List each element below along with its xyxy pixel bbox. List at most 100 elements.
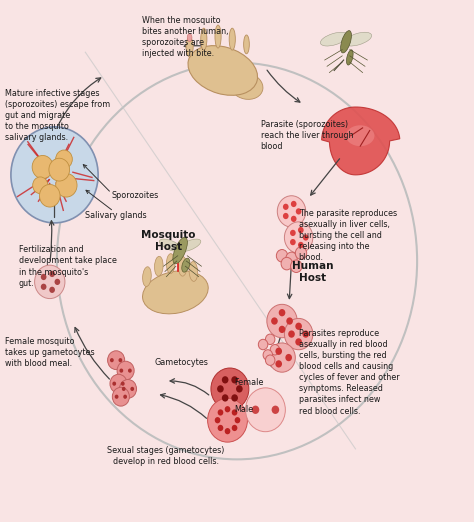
Ellipse shape xyxy=(159,239,182,252)
Circle shape xyxy=(267,304,297,338)
Circle shape xyxy=(272,406,279,414)
Circle shape xyxy=(11,127,98,223)
Circle shape xyxy=(218,425,223,431)
Circle shape xyxy=(295,338,302,346)
Circle shape xyxy=(296,208,301,215)
Circle shape xyxy=(285,354,292,361)
Circle shape xyxy=(302,330,309,338)
Text: Female: Female xyxy=(235,378,264,387)
Text: Sporozoites: Sporozoites xyxy=(111,191,159,199)
Circle shape xyxy=(232,409,237,416)
Circle shape xyxy=(41,274,46,280)
Circle shape xyxy=(275,348,282,355)
Ellipse shape xyxy=(178,256,187,276)
Circle shape xyxy=(232,425,237,431)
Ellipse shape xyxy=(188,45,257,96)
Circle shape xyxy=(225,406,230,412)
Circle shape xyxy=(55,173,77,197)
Circle shape xyxy=(39,184,60,207)
Text: Mosquito
Host: Mosquito Host xyxy=(141,230,195,252)
Circle shape xyxy=(49,158,70,181)
Circle shape xyxy=(269,343,295,372)
Circle shape xyxy=(283,204,289,210)
Circle shape xyxy=(265,355,275,365)
Circle shape xyxy=(108,351,125,370)
Circle shape xyxy=(298,227,304,233)
Circle shape xyxy=(231,376,238,384)
Text: Fertilization and
development take place
in the mosquito's
gut.: Fertilization and development take place… xyxy=(19,245,117,288)
Circle shape xyxy=(110,358,114,362)
Ellipse shape xyxy=(155,256,163,276)
Text: Male: Male xyxy=(235,405,254,413)
Circle shape xyxy=(119,379,137,398)
Text: Gametocytes: Gametocytes xyxy=(154,358,208,366)
Ellipse shape xyxy=(173,238,187,264)
Circle shape xyxy=(215,417,220,423)
Ellipse shape xyxy=(344,32,372,46)
Circle shape xyxy=(286,252,297,265)
Text: Parasite (sporozoites)
reach the liver through
blood: Parasite (sporozoites) reach the liver t… xyxy=(261,120,353,151)
Circle shape xyxy=(35,265,65,299)
Circle shape xyxy=(270,345,280,355)
Circle shape xyxy=(288,330,295,338)
Circle shape xyxy=(291,201,297,207)
Circle shape xyxy=(246,388,285,432)
Circle shape xyxy=(55,279,60,285)
Circle shape xyxy=(49,287,55,293)
Circle shape xyxy=(33,177,48,194)
Circle shape xyxy=(283,213,289,219)
Ellipse shape xyxy=(143,267,151,287)
Circle shape xyxy=(119,369,123,373)
Circle shape xyxy=(117,361,134,380)
Circle shape xyxy=(32,156,53,179)
Circle shape xyxy=(298,242,304,248)
Circle shape xyxy=(236,385,243,393)
Circle shape xyxy=(277,196,306,227)
Circle shape xyxy=(290,239,296,245)
Ellipse shape xyxy=(166,254,175,274)
Ellipse shape xyxy=(186,37,193,57)
Circle shape xyxy=(112,382,116,386)
Circle shape xyxy=(295,247,307,259)
Ellipse shape xyxy=(341,31,351,53)
Circle shape xyxy=(263,350,273,360)
Circle shape xyxy=(286,317,293,325)
Circle shape xyxy=(217,385,224,393)
Circle shape xyxy=(211,368,249,410)
Circle shape xyxy=(49,271,55,277)
Circle shape xyxy=(281,257,292,270)
Text: Salivary glands: Salivary glands xyxy=(85,211,147,220)
Circle shape xyxy=(291,260,302,272)
Ellipse shape xyxy=(178,239,201,252)
Circle shape xyxy=(128,369,132,373)
Circle shape xyxy=(252,406,259,414)
Ellipse shape xyxy=(230,73,263,99)
Text: When the mosquito
bites another human,
sporozoites are
injected with bite.: When the mosquito bites another human, s… xyxy=(142,16,228,58)
Circle shape xyxy=(130,387,134,391)
Circle shape xyxy=(123,395,127,399)
Circle shape xyxy=(121,382,125,386)
Circle shape xyxy=(55,150,73,169)
Circle shape xyxy=(218,409,223,416)
Circle shape xyxy=(276,250,288,262)
Ellipse shape xyxy=(143,271,208,314)
Ellipse shape xyxy=(320,32,348,46)
Circle shape xyxy=(265,334,275,345)
Text: Sexual stages (gametocytes)
develop in red blood cells.: Sexual stages (gametocytes) develop in r… xyxy=(107,446,225,467)
Ellipse shape xyxy=(189,262,198,281)
Ellipse shape xyxy=(346,50,353,65)
Circle shape xyxy=(41,283,46,290)
Circle shape xyxy=(231,394,238,401)
Ellipse shape xyxy=(182,258,190,272)
Circle shape xyxy=(291,216,297,222)
Text: Human
Host: Human Host xyxy=(292,261,334,283)
Ellipse shape xyxy=(244,35,249,54)
Ellipse shape xyxy=(201,28,207,50)
Text: Female mosquito
takes up gametocytes
with blood meal.: Female mosquito takes up gametocytes wit… xyxy=(5,337,94,368)
Circle shape xyxy=(303,234,309,241)
Ellipse shape xyxy=(187,33,192,42)
Circle shape xyxy=(258,339,268,350)
Circle shape xyxy=(112,387,129,406)
Circle shape xyxy=(118,358,122,362)
Text: Parasites reproduce
asexually in red blood
cells, bursting the red
blood cells a: Parasites reproduce asexually in red blo… xyxy=(299,329,399,416)
